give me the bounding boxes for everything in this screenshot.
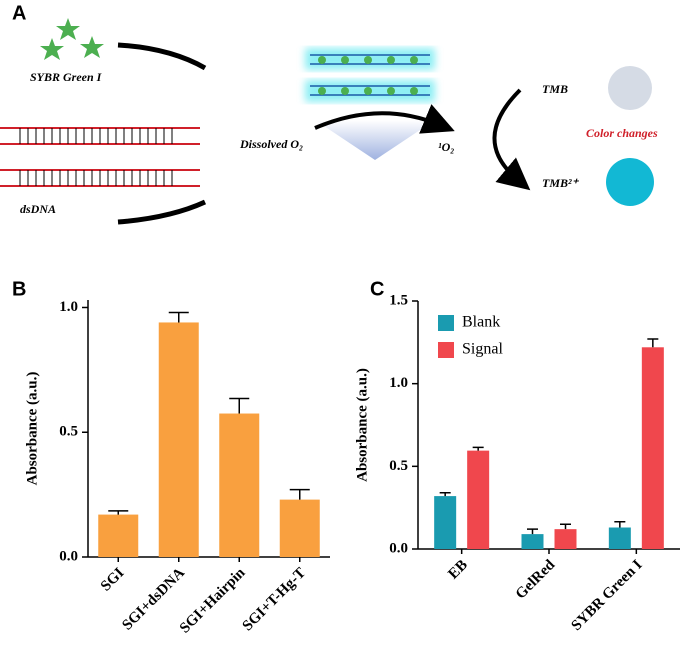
- error-bar: [229, 397, 250, 414]
- bar: [158, 322, 199, 557]
- error-bar: [560, 523, 571, 530]
- y-axis-label: Absorbance (a.u.): [354, 368, 370, 482]
- light-cone: [315, 120, 435, 160]
- y-tick-label: 0.5: [389, 458, 408, 474]
- bar: [279, 499, 320, 557]
- error-bar: [439, 492, 451, 497]
- arrow: [492, 88, 531, 191]
- bar: [554, 529, 577, 549]
- error-bar: [289, 488, 310, 500]
- panel-label: B: [12, 278, 26, 300]
- y-tick-label: 0.0: [389, 540, 408, 556]
- dissolved-label: Dissolved O₂: [239, 137, 303, 151]
- bar: [467, 450, 490, 549]
- panel-a: A SYBR Green I dsDNA Dissolved O₂ ¹O₂ TM…: [0, 2, 658, 225]
- bar: [219, 413, 260, 557]
- y-axis-label: Absorbance (a.u.): [24, 372, 40, 486]
- sybr-label: SYBR Green I: [30, 70, 103, 84]
- singlet-label: ¹O₂: [438, 140, 454, 154]
- bar: [521, 534, 544, 549]
- error-bar: [168, 311, 189, 323]
- y-tick-label: 0.5: [59, 424, 78, 440]
- gray-circle: [608, 66, 652, 110]
- error-bar: [647, 338, 659, 348]
- arrow: [314, 104, 455, 134]
- y-tick-label: 0.0: [59, 548, 78, 564]
- color-changes-label: Color changes: [586, 126, 658, 140]
- arc: [117, 42, 207, 71]
- error-bar: [527, 528, 538, 535]
- x-tick-label: GelRed: [513, 556, 559, 602]
- y-tick-label: 1.5: [389, 292, 408, 308]
- tmb-ox-label: TMB²⁺: [542, 176, 580, 190]
- panel-label: C: [370, 278, 384, 300]
- x-tick-label: SGI+Hairpin: [177, 564, 249, 636]
- bar: [608, 527, 631, 549]
- glowing-dna: [305, 48, 435, 102]
- legend-swatch: [438, 342, 454, 358]
- x-tick-label: SGI+T-Hg-T: [240, 565, 309, 634]
- panel-label: A: [12, 2, 26, 24]
- error-bar: [108, 510, 129, 515]
- x-tick-label: SYBR Green I: [568, 557, 645, 634]
- tmb-label: TMB: [542, 82, 568, 96]
- dsdna-drawing: [0, 127, 200, 187]
- arc: [117, 199, 207, 225]
- y-tick-label: 1.0: [59, 299, 78, 315]
- stars: [40, 18, 104, 60]
- cyan-circle: [606, 158, 654, 206]
- x-tick-label: EB: [445, 557, 470, 582]
- legend-label: Signal: [462, 341, 503, 358]
- legend-swatch: [438, 315, 454, 331]
- y-tick-label: 1.0: [389, 375, 408, 391]
- bar: [98, 514, 139, 557]
- legend-label: Blank: [462, 314, 500, 331]
- error-bar: [614, 520, 626, 528]
- error-bar: [472, 446, 484, 451]
- dsdna-label: dsDNA: [20, 202, 56, 216]
- bar: [434, 496, 457, 549]
- bar: [641, 347, 664, 549]
- x-tick-label: SGI: [98, 565, 128, 595]
